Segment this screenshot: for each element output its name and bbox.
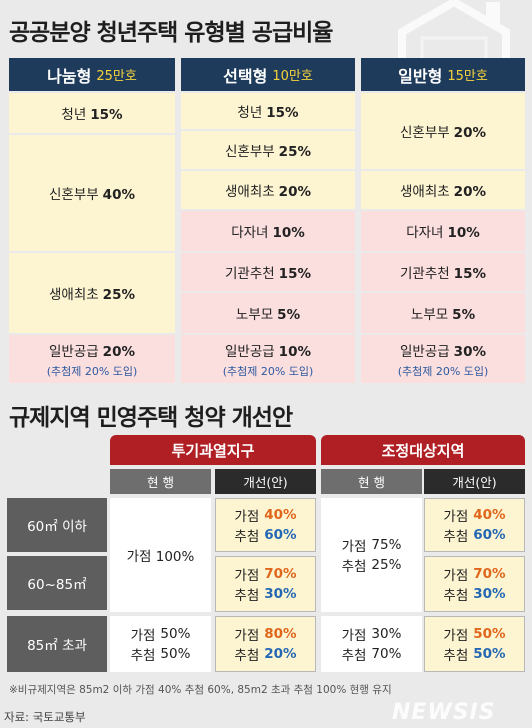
z1-current-large: 가점 50% 추첨 50% — [110, 616, 211, 672]
col3-firsttime: 생애최초 20% — [361, 171, 525, 209]
col2-firsttime: 생애최초 20% — [181, 171, 355, 209]
col3-institution: 기관추천 15% — [361, 253, 525, 291]
col3-general: 일반공급 30% (추첨제 20% 도입) — [361, 335, 525, 383]
house-icon — [398, 0, 510, 58]
type-name: 일반형 — [398, 66, 443, 86]
lottery-note: (추첨제 20% 도입) — [397, 364, 489, 378]
type-name: 선택형 — [223, 66, 268, 86]
z2-proposed-medium: 가점 70% 추첨 30% — [424, 556, 525, 612]
z2-current-large: 가점 30% 추첨 70% — [321, 616, 422, 672]
z2-proposed-large: 가점 50% 추첨 50% — [424, 616, 525, 672]
footnote: ※비규제지역은 85m2 이하 가점 40% 추첨 60%, 85m2 초과 추… — [9, 684, 392, 696]
col2-general: 일반공급 10% (추첨제 20% 도입) — [181, 335, 355, 383]
z2-proposed-small: 가점 40% 추첨 60% — [424, 498, 525, 552]
col1-general: 일반공급 20% (추첨제 20% 도입) — [9, 335, 175, 383]
col1-firsttime: 생애최초 25% — [9, 253, 175, 333]
newsis-logo: NEWSIS — [392, 700, 496, 725]
section-title-public-housing: 공공분양 청년주택 유형별 공급비율 — [9, 20, 333, 46]
subhead-current: 현 행 — [110, 469, 211, 494]
subhead-proposed: 개선(안) — [424, 469, 525, 494]
source: 자료: 국토교통부 — [4, 710, 86, 724]
type-name: 나눔형 — [47, 66, 92, 86]
col1-newlywed: 신혼부부 40% — [9, 135, 175, 251]
type-amount: 25만호 — [96, 69, 137, 84]
col2-multichild: 다자녀 10% — [181, 211, 355, 251]
col2-institution: 기관추천 15% — [181, 253, 355, 291]
subhead-current: 현 행 — [321, 469, 422, 494]
subhead-proposed: 개선(안) — [215, 469, 316, 494]
type-amount: 15만호 — [447, 69, 488, 84]
type-header-sharing: 나눔형 25만호 — [9, 58, 175, 91]
row-label-small: 60㎡ 이하 — [7, 498, 107, 552]
col3-newlywed: 신혼부부 20% — [361, 93, 525, 169]
col2-newlywed: 신혼부부 25% — [181, 131, 355, 169]
col3-elderly: 노부모 5% — [361, 293, 525, 333]
z1-proposed-small: 가점 40% 추첨 60% — [215, 498, 316, 552]
type-header-general: 일반형 15만호 — [361, 58, 525, 91]
zone-header-adjustment: 조정대상지역 — [321, 435, 525, 465]
col3-multichild: 다자녀 10% — [361, 211, 525, 251]
type-header-choice: 선택형 10만호 — [181, 58, 355, 91]
row-label-medium: 60~85㎡ — [7, 556, 107, 610]
type-amount: 10만호 — [272, 69, 313, 84]
zone-header-speculation: 투기과열지구 — [110, 435, 316, 465]
col2-elderly: 노부모 5% — [181, 293, 355, 333]
col2-youth: 청년 15% — [181, 93, 355, 129]
lottery-note: (추첨제 20% 도입) — [46, 364, 138, 378]
z2-current-small: 가점 75% 추첨 25% — [321, 498, 422, 612]
z1-proposed-medium: 가점 70% 추첨 30% — [215, 556, 316, 612]
lottery-note: (추첨제 20% 도입) — [222, 364, 314, 378]
z1-proposed-large: 가점 80% 추첨 20% — [215, 616, 316, 672]
z1-current-small: 가점 100% — [110, 498, 211, 612]
row-label-large: 85㎡ 초과 — [7, 616, 107, 672]
col1-youth: 청년 15% — [9, 93, 175, 133]
section-title-private-housing: 규제지역 민영주택 청약 개선안 — [9, 405, 293, 431]
